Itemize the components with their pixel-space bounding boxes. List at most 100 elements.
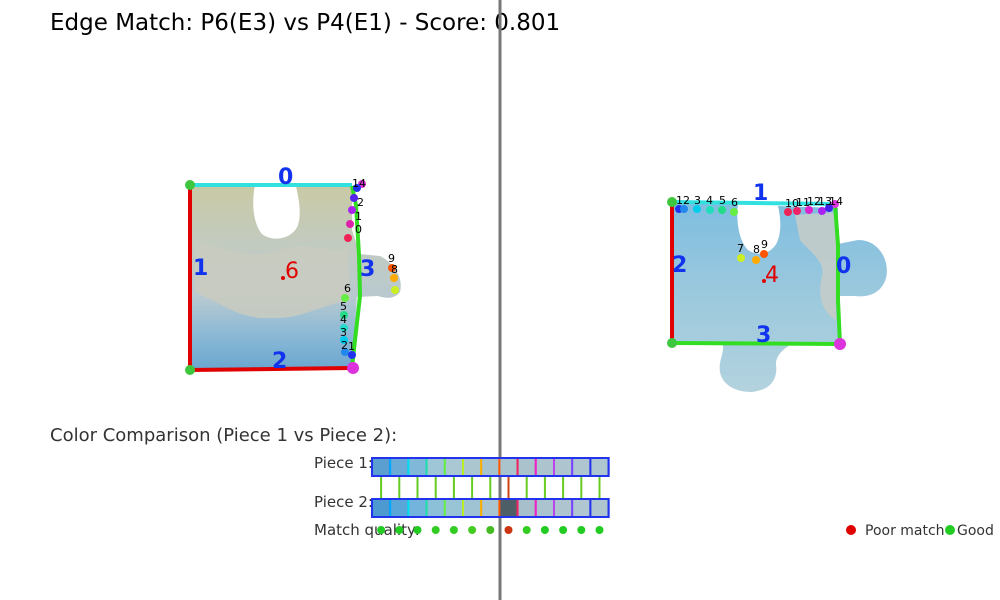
piece2-color-swatch: [407, 498, 428, 518]
left-feature-point: [390, 274, 398, 282]
left-point-label: 2: [341, 339, 348, 352]
match-quality-dot: [449, 526, 458, 534]
right-edge-0: [833, 203, 842, 345]
right-feature-point: [805, 206, 813, 214]
right-feature-point: [693, 205, 701, 213]
legend-poor-match-label: Poor match: [865, 523, 945, 539]
left-piece-center: [281, 276, 285, 280]
left-feature-point: [388, 264, 396, 272]
match-quality-dot: [395, 526, 404, 534]
match-quality-dot: [540, 526, 549, 534]
right-piece-id: 4: [765, 263, 779, 288]
right-point-label: 8: [753, 243, 760, 256]
left-edge-2: [189, 366, 353, 372]
color-comparison-heading: Color Comparison (Piece 1 vs Piece 2):: [50, 425, 397, 446]
left-feature-point: [348, 206, 356, 214]
match-quality-dot: [486, 526, 495, 534]
piece1-color-swatch: [371, 457, 392, 477]
right-feature-point: [752, 256, 760, 264]
right-corner-marker: [831, 200, 839, 208]
left-point-label: 2: [357, 196, 364, 209]
piece1-color-swatch: [480, 457, 501, 477]
match-quality-dot: [595, 526, 604, 534]
left-point-label: 14: [352, 177, 366, 190]
left-point-label: 5: [340, 300, 347, 313]
left-edge-label-2: 2: [272, 349, 287, 374]
piece2-row-frame: [371, 498, 610, 518]
right-point-label: 6: [731, 196, 738, 209]
right-feature-point: [793, 207, 801, 215]
right-point-label: 12: [807, 195, 821, 208]
right-point-label: 10: [785, 197, 799, 210]
figure-title: Edge Match: P6(E3) vs P4(E1) - Score: 0.…: [50, 10, 560, 36]
left-point-label: 3: [340, 326, 347, 339]
piece1-color-swatch: [462, 457, 483, 477]
piece2-color-swatch: [443, 498, 464, 518]
left-point-label: 0: [355, 223, 362, 236]
right-feature-point: [680, 205, 688, 213]
piece2-row-label: Piece 2:: [314, 493, 373, 511]
right-point-label: 3: [694, 194, 701, 207]
match-quality-dot: [468, 526, 477, 534]
piece2-color-swatch: [534, 498, 555, 518]
piece2-swatch-row: [371, 498, 610, 518]
right-corner-marker: [667, 197, 677, 207]
piece1-swatch-row: [371, 457, 610, 477]
piece2-color-swatch: [480, 498, 501, 518]
left-point-label: 8: [391, 263, 398, 276]
match-quality-dot: [431, 526, 440, 534]
right-edge-label-3: 3: [756, 323, 771, 348]
left-feature-point: [344, 234, 352, 242]
left-feature-point: [353, 184, 361, 192]
right-piece: 1 2 3 0 4 12 3 4 5 6 10 11 12 13 14 7 8 …: [667, 181, 887, 392]
match-quality-label: Match quality:: [314, 521, 420, 539]
left-feature-point: [340, 311, 348, 319]
match-quality-dot: [504, 526, 513, 534]
right-piece-land: [795, 212, 836, 320]
swatch-connectors: [380, 476, 601, 499]
match-quality-dot: [377, 526, 386, 534]
left-feature-point: [391, 286, 399, 294]
left-point-label: 1: [348, 340, 355, 353]
left-feature-point: [340, 324, 348, 332]
piece1-color-swatch: [389, 457, 410, 477]
left-feature-point: [340, 336, 348, 344]
right-corner-marker: [834, 338, 846, 350]
piece1-color-swatch: [516, 457, 537, 477]
legend-good-match-label: Good: [957, 523, 994, 539]
right-point-label: 11: [796, 196, 810, 209]
piece2-color-swatch: [498, 498, 519, 518]
piece1-color-swatch: [589, 457, 610, 477]
right-point-label: 5: [719, 194, 726, 207]
right-feature-point: [825, 204, 833, 212]
left-feature-point: [341, 294, 349, 302]
piece2-color-swatch: [589, 498, 610, 518]
left-corner-marker: [185, 365, 195, 375]
match-quality-dot: [413, 526, 422, 534]
piece1-row-frame: [371, 457, 610, 477]
right-piece-center: [762, 279, 766, 283]
legend-poor-match-dot: [846, 525, 856, 535]
right-edge-3: [671, 341, 841, 346]
right-edge-label-2: 2: [672, 253, 687, 278]
right-point-label: 14: [829, 195, 843, 208]
piece1-color-swatch: [425, 457, 446, 477]
left-piece-land: [195, 240, 350, 319]
right-feature-point: [737, 254, 745, 262]
left-point-label: 1: [355, 210, 362, 223]
piece1-color-swatch: [571, 457, 592, 477]
match-quality-dots: [377, 526, 604, 534]
left-edge-label-0: 0: [278, 165, 293, 190]
piece1-color-swatch: [553, 457, 574, 477]
right-piece-image: [672, 202, 887, 392]
piece2-color-swatch: [371, 498, 392, 518]
piece2-color-swatch: [553, 498, 574, 518]
left-edge-label-1: 1: [193, 256, 208, 281]
left-feature-point: [346, 220, 354, 228]
piece2-color-swatch: [571, 498, 592, 518]
left-corner-marker: [347, 362, 359, 374]
right-feature-point: [760, 250, 768, 258]
match-quality-dot: [522, 526, 531, 534]
left-feature-point: [350, 194, 358, 202]
